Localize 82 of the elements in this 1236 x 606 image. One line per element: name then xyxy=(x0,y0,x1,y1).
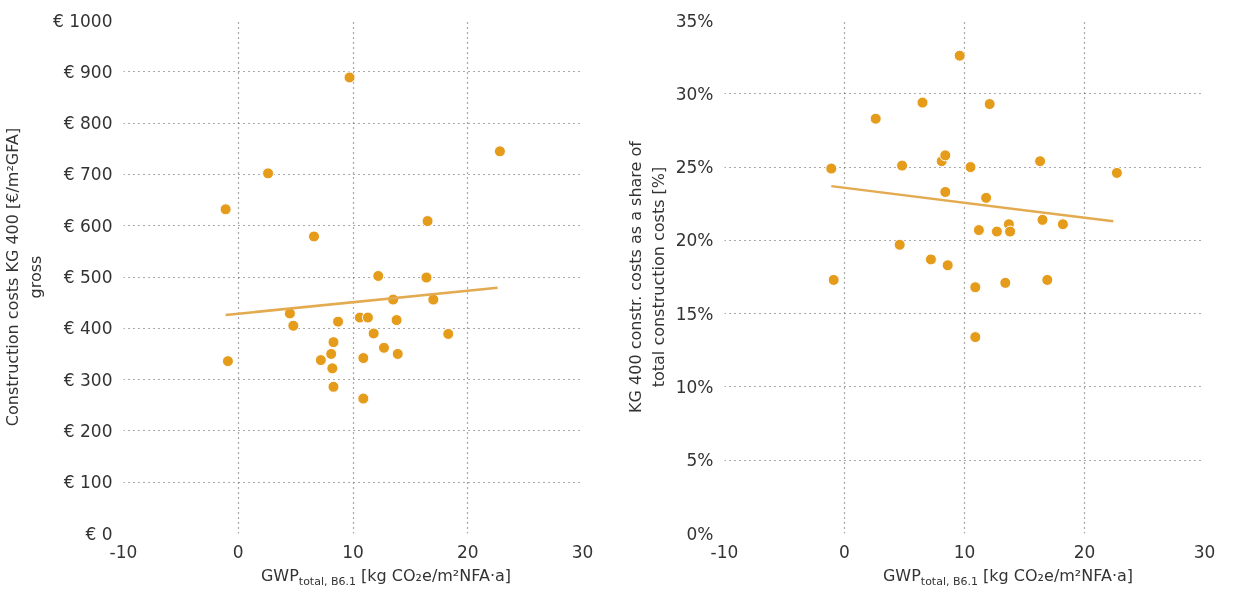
y-tick-label: € 500 xyxy=(63,267,113,287)
x-tick-label: 0 xyxy=(839,541,850,562)
point xyxy=(939,186,952,198)
point xyxy=(990,225,1003,238)
point xyxy=(969,331,982,344)
point xyxy=(1036,213,1049,226)
point xyxy=(357,352,370,365)
y-tick-label: 20% xyxy=(675,230,714,251)
point xyxy=(972,224,985,237)
y-axis-title: Construction costs KG 400 [€/m²GFA] gross xyxy=(3,127,46,427)
y-tick-label: € 400 xyxy=(63,318,113,339)
point xyxy=(287,319,300,332)
point xyxy=(1110,166,1123,179)
point xyxy=(343,71,356,84)
point xyxy=(442,327,455,340)
y-tick-label: € 800 xyxy=(63,113,113,134)
point xyxy=(327,336,340,349)
point xyxy=(372,269,385,282)
point xyxy=(941,259,954,272)
y-tick-label: € 100 xyxy=(63,472,113,493)
point xyxy=(390,314,403,327)
point xyxy=(325,347,338,360)
point xyxy=(420,271,433,284)
point xyxy=(953,49,966,62)
point xyxy=(357,392,370,405)
point xyxy=(924,253,937,266)
point xyxy=(825,162,838,175)
y-tick-label: 0% xyxy=(686,523,714,544)
y-tick-label: € 1000 xyxy=(53,10,113,31)
point xyxy=(307,230,320,243)
point xyxy=(896,159,909,172)
y-tick-label: € 900 xyxy=(63,61,113,82)
point xyxy=(1034,155,1047,168)
point xyxy=(1004,225,1017,238)
x-tick-label: -10 xyxy=(109,541,138,562)
y-tick-label: 5% xyxy=(686,450,714,471)
x-tick-label: 10 xyxy=(953,541,976,562)
point xyxy=(969,281,982,294)
y-tick-label: € 600 xyxy=(63,215,113,236)
x-tick-label: 30 xyxy=(1193,541,1216,562)
point xyxy=(869,112,882,125)
y-tick-label: € 0 xyxy=(85,523,113,544)
y-tick-label: € 200 xyxy=(63,420,113,441)
point xyxy=(983,98,996,111)
x-tick-label: -10 xyxy=(710,541,739,562)
x-axis-title: GWP$_{total, B6.1}$ [kg CO₂e/m²NFA·a] xyxy=(260,565,512,590)
point xyxy=(999,276,1012,289)
y-tick-label: 10% xyxy=(675,376,714,397)
x-tick-label: 10 xyxy=(342,541,364,562)
point xyxy=(916,96,929,109)
point xyxy=(893,238,906,251)
y-tick-label: 25% xyxy=(675,157,714,178)
y-tick-label: 35% xyxy=(675,10,714,31)
point xyxy=(219,203,232,216)
point xyxy=(827,273,840,286)
y-tick-label: € 700 xyxy=(63,164,113,185)
point xyxy=(332,315,345,328)
point xyxy=(939,149,952,162)
y-tick-label: 30% xyxy=(675,83,714,104)
x-tick-label: 30 xyxy=(571,541,594,562)
point xyxy=(262,167,275,180)
point xyxy=(367,327,380,340)
point xyxy=(327,380,340,393)
point xyxy=(980,191,993,204)
y-tick-label: 15% xyxy=(675,303,714,324)
point xyxy=(421,215,434,228)
point xyxy=(1056,218,1069,231)
x-tick-label: 20 xyxy=(1073,541,1096,562)
point xyxy=(314,354,327,367)
x-axis-title: GWP$_{total, B6.1}$ [kg CO₂e/m²NFA·a] xyxy=(882,565,1134,590)
y-axis-title: KG 400 constr. costs as a share of total construction costs [%] xyxy=(625,140,668,413)
y-tick-label: € 300 xyxy=(63,369,113,390)
point xyxy=(221,355,234,368)
x-tick-label: 20 xyxy=(456,541,479,562)
point xyxy=(391,347,404,360)
point xyxy=(493,145,506,158)
point xyxy=(1041,273,1054,286)
x-tick-label: 0 xyxy=(232,541,244,562)
point xyxy=(326,362,339,375)
point xyxy=(377,341,390,354)
point xyxy=(964,161,977,174)
point xyxy=(361,311,374,324)
